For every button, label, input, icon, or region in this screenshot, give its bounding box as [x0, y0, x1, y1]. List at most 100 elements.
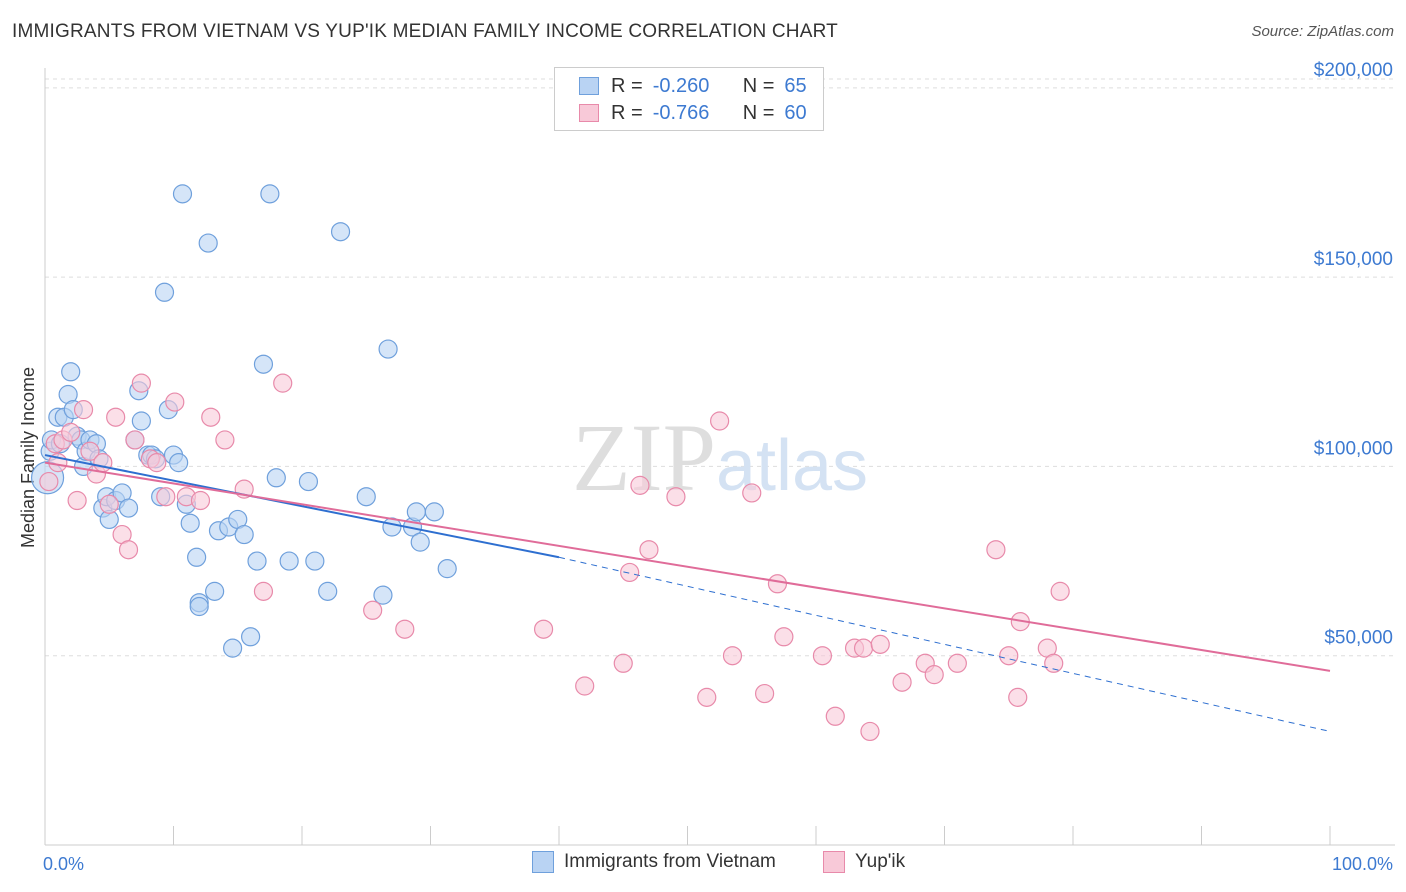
data-point-yupik: [395, 619, 415, 639]
data-point-vietnam: [279, 551, 299, 571]
y-tick-label: $100,000: [1314, 438, 1393, 459]
legend-r-label: R =: [611, 101, 643, 124]
data-point-vietnam: [189, 596, 209, 617]
data-point-yupik: [39, 471, 59, 492]
data-point-yupik: [722, 646, 743, 666]
data-point-yupik: [613, 653, 633, 673]
data-point-yupik: [1050, 581, 1070, 601]
data-point-vietnam: [247, 551, 267, 571]
data-point-vietnam: [305, 551, 325, 571]
data-point-yupik: [106, 407, 126, 427]
y-tick-label: $200,000: [1314, 60, 1393, 81]
data-point-yupik: [754, 683, 775, 704]
source-label: Source: ZipAtlas.com: [1251, 23, 1394, 40]
data-point-yupik: [131, 373, 151, 393]
data-point-vietnam: [378, 339, 398, 359]
legend-n-label: N =: [742, 101, 775, 124]
data-point-yupik: [215, 430, 235, 450]
legend-n-value-yupik: 60: [784, 101, 807, 124]
legend-row-yupik: R = -0.766 N = 60: [579, 101, 807, 125]
data-point-yupik: [363, 600, 383, 620]
data-point-yupik: [190, 490, 211, 511]
legend-r-label: R =: [611, 74, 643, 97]
legend-n-label: N =: [742, 74, 775, 97]
data-point-yupik: [273, 373, 293, 393]
y-axis-label: Median Family Income: [18, 367, 38, 548]
data-point-yupik: [620, 562, 640, 583]
data-point-yupik: [67, 490, 87, 511]
data-point-yupik: [575, 676, 595, 696]
x-tick-label: 100.0%: [1332, 854, 1393, 874]
chart-title: IMMIGRANTS FROM VIETNAM VS YUP'IK MEDIAN…: [12, 21, 838, 42]
data-point-yupik: [1044, 653, 1064, 673]
data-point-vietnam: [373, 585, 393, 605]
data-point-yupik: [147, 453, 167, 473]
series-vietnam: [30, 184, 457, 658]
legend-r-value-yupik: -0.766: [652, 101, 710, 124]
bottom-legend-yupik: Yup'ik: [823, 851, 905, 873]
data-point-vietnam: [172, 184, 193, 204]
data-point-yupik: [1008, 687, 1028, 707]
data-point-vietnam: [253, 354, 274, 374]
data-point-vietnam: [61, 362, 81, 382]
data-point-yupik: [924, 665, 944, 685]
data-point-yupik: [80, 441, 100, 461]
trend-line-yupik: [44, 461, 1331, 672]
legend-n-value-vietnam: 65: [784, 74, 807, 97]
data-point-yupik: [73, 400, 94, 420]
data-point-yupik: [639, 540, 659, 560]
data-point-vietnam: [131, 411, 151, 431]
bottom-legend-label-vietnam: Immigrants from Vietnam: [564, 851, 776, 872]
data-point-yupik: [99, 494, 119, 514]
data-point-yupik: [853, 638, 874, 658]
data-point-yupik: [710, 411, 730, 431]
data-point-vietnam: [298, 471, 319, 492]
bottom-legend-swatch-yupik: [823, 851, 845, 873]
data-point-vietnam: [223, 638, 243, 658]
data-point-vietnam: [241, 627, 261, 647]
data-point-vietnam: [154, 282, 175, 302]
data-point-vietnam: [318, 581, 338, 601]
data-point-vietnam: [437, 559, 457, 579]
data-point-vietnam: [234, 524, 254, 545]
correlation-legend: R = -0.260 N = 65 R = -0.766 N = 60: [554, 67, 824, 131]
series-yupik: [39, 373, 1070, 742]
data-point-vietnam: [410, 532, 430, 552]
data-point-vietnam: [260, 184, 280, 204]
data-point-yupik: [986, 540, 1006, 560]
legend-r-value-vietnam: -0.260: [652, 74, 710, 97]
data-point-yupik: [253, 581, 274, 601]
data-point-yupik: [666, 487, 686, 507]
data-point-vietnam: [266, 468, 286, 488]
data-point-yupik: [630, 475, 650, 495]
data-point-vietnam: [406, 502, 426, 522]
data-point-yupik: [999, 646, 1019, 666]
data-point-yupik: [125, 430, 145, 450]
data-point-vietnam: [424, 502, 444, 522]
legend-row-vietnam: R = -0.260 N = 65: [579, 74, 807, 98]
data-point-vietnam: [356, 487, 376, 507]
data-point-yupik: [947, 653, 967, 673]
legend-swatch-vietnam: [579, 77, 599, 95]
data-point-yupik: [165, 392, 185, 412]
data-point-vietnam: [187, 547, 207, 567]
legend-swatch-yupik: [579, 104, 599, 122]
data-point-yupik: [93, 453, 113, 473]
data-point-vietnam: [198, 233, 218, 253]
data-point-yupik: [870, 634, 890, 654]
bottom-legend-label-yupik: Yup'ik: [855, 851, 906, 872]
trend-line-vietnam-projection: [558, 556, 1331, 732]
data-point-yupik: [860, 721, 880, 742]
data-point-yupik: [812, 646, 833, 666]
x-tick-label: 0.0%: [43, 854, 84, 874]
data-point-yupik: [892, 672, 912, 692]
data-point-vietnam: [180, 513, 200, 533]
data-point-yupik: [156, 487, 176, 507]
trend-line-vietnam: [44, 454, 560, 559]
bottom-legend-swatch-vietnam: [532, 851, 554, 873]
data-point-yupik: [742, 483, 762, 503]
y-tick-label: $150,000: [1314, 249, 1393, 270]
data-point-yupik: [61, 422, 81, 442]
data-point-yupik: [118, 540, 139, 560]
